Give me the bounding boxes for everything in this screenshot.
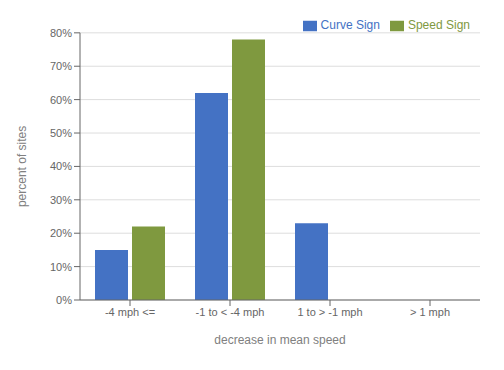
html-text:Speed Sign: Speed Sign [407, 18, 470, 32]
svg-text:50%: 50% [50, 127, 72, 139]
svg-text:-4 mph <=: -4 mph <= [105, 306, 155, 318]
svg-text:80%: 80% [50, 27, 72, 39]
html-text:Curve Sign: Curve Sign [320, 18, 380, 32]
svg-text:> 1 mph: > 1 mph [410, 306, 450, 318]
svg-text:60%: 60% [50, 94, 72, 106]
svg-text:0%: 0% [56, 294, 72, 306]
svg-text:40%: 40% [50, 160, 72, 172]
svg-text:70%: 70% [50, 60, 72, 72]
svg-text:decrease in mean speed: decrease in mean speed [214, 333, 345, 347]
svg-text:30%: 30% [50, 194, 72, 206]
svg-text:10%: 10% [50, 261, 72, 273]
svg-text:-1 to < -4 mph: -1 to < -4 mph [196, 306, 265, 318]
svg-text:1 to > -1 mph: 1 to > -1 mph [297, 306, 362, 318]
svg-text:20%: 20% [50, 227, 72, 239]
svg-text:percent of sites: percent of sites [15, 126, 29, 207]
